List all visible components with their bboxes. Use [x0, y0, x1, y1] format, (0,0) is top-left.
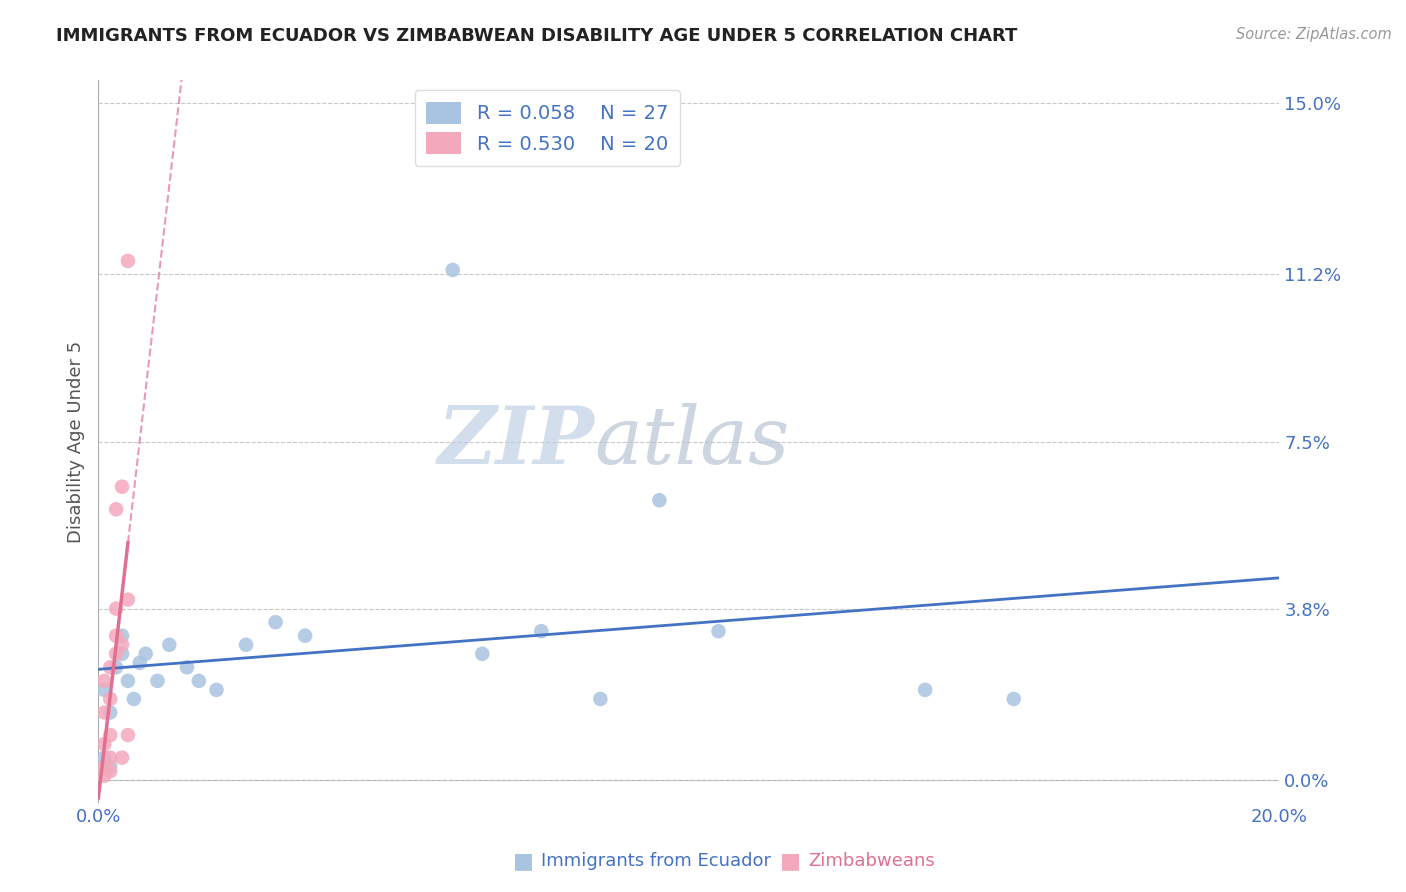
Text: ■: ■ [780, 851, 801, 871]
Point [294, 629, 316, 643]
Point [93, 673, 115, 688]
Point [264, 615, 287, 630]
Point [914, 682, 936, 697]
Point [176, 660, 198, 674]
Point [530, 624, 553, 639]
Point [117, 592, 139, 607]
Point [111, 629, 134, 643]
Point [93, 769, 115, 783]
Text: Zimbabweans: Zimbabweans [808, 852, 935, 870]
Point [111, 638, 134, 652]
Point [98, 760, 121, 774]
Point [707, 624, 730, 639]
Point [105, 502, 128, 516]
Legend: R = 0.058    N = 27, R = 0.530    N = 20: R = 0.058 N = 27, R = 0.530 N = 20 [415, 90, 681, 166]
Point [1002, 692, 1025, 706]
Point [98, 706, 121, 720]
Point [111, 750, 134, 764]
Point [93, 682, 115, 697]
Text: atlas: atlas [595, 403, 790, 480]
Point [93, 760, 115, 774]
Point [111, 480, 134, 494]
Point [128, 656, 150, 670]
Text: Immigrants from Ecuador: Immigrants from Ecuador [541, 852, 772, 870]
Point [235, 638, 257, 652]
Point [187, 673, 209, 688]
Point [98, 660, 121, 674]
Text: IMMIGRANTS FROM ECUADOR VS ZIMBABWEAN DISABILITY AGE UNDER 5 CORRELATION CHART: IMMIGRANTS FROM ECUADOR VS ZIMBABWEAN DI… [56, 27, 1018, 45]
Point [589, 692, 612, 706]
Point [135, 647, 157, 661]
Point [117, 673, 139, 688]
Point [98, 764, 121, 779]
Point [105, 629, 128, 643]
Y-axis label: Disability Age Under 5: Disability Age Under 5 [66, 341, 84, 542]
Point [98, 692, 121, 706]
Point [205, 682, 228, 697]
Point [105, 647, 128, 661]
Point [111, 647, 134, 661]
Point [157, 638, 180, 652]
Point [105, 660, 128, 674]
Text: Source: ZipAtlas.com: Source: ZipAtlas.com [1236, 27, 1392, 42]
Point [441, 263, 464, 277]
Text: ■: ■ [513, 851, 534, 871]
Point [93, 737, 115, 751]
Point [117, 728, 139, 742]
Point [146, 673, 169, 688]
Point [122, 692, 145, 706]
Point [93, 706, 115, 720]
Point [98, 728, 121, 742]
Point [98, 750, 121, 764]
Point [117, 253, 139, 268]
Text: ZIP: ZIP [437, 403, 595, 480]
Point [648, 493, 671, 508]
Point [471, 647, 494, 661]
Point [105, 601, 128, 615]
Point [93, 750, 115, 764]
